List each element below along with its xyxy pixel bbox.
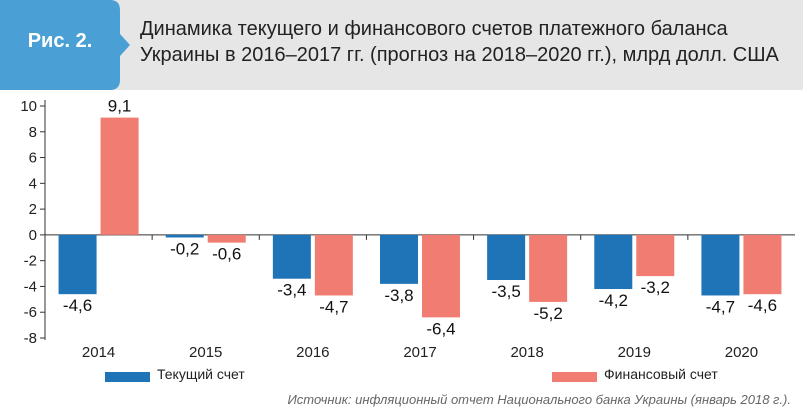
x-tick-label: 2019 <box>618 344 651 360</box>
legend-label-financial: Финансовый счет <box>604 366 718 382</box>
legend-label-current: Текущий счет <box>157 366 245 382</box>
x-tick-label: 2017 <box>403 344 436 360</box>
bar-financial <box>314 234 353 296</box>
bar-financial <box>207 234 246 243</box>
data-label: -3,2 <box>641 278 670 297</box>
bar-financial <box>529 234 568 302</box>
badge-shape <box>0 0 130 90</box>
data-label: -0,2 <box>170 239 199 258</box>
source-note: Источник: инфляционный отчет Национально… <box>287 392 792 407</box>
chart-area: -8 -6 -4 -2 0 2 4 6 8 10 2014 -4,6 9,1 2015 -0,2 -0,6 20… <box>0 90 803 413</box>
y-tick-label: 6 <box>29 150 37 167</box>
figure-label: Рис. 2. <box>27 30 93 52</box>
x-tick-label: 2018 <box>510 344 543 360</box>
data-label: -3,4 <box>277 281 306 300</box>
data-label: -4,7 <box>706 297 735 316</box>
data-label: -3,8 <box>384 286 413 305</box>
y-tick-label: -8 <box>24 330 37 347</box>
legend-swatch-financial <box>552 372 597 382</box>
bar-current <box>701 234 740 296</box>
x-tick-label: 2016 <box>296 344 329 360</box>
y-tick-label: 2 <box>29 201 37 218</box>
data-label: 9,1 <box>108 97 132 116</box>
bar-financial <box>636 234 675 277</box>
y-tick-label: 8 <box>29 124 37 141</box>
y-tick-label: 4 <box>29 175 37 192</box>
y-tick-label: -6 <box>24 304 37 321</box>
y-tick-label: -4 <box>24 278 37 295</box>
header-band <box>0 0 803 90</box>
chart-title-line2: Украины в 2016–2017 гг. (прогноз на 2018… <box>140 44 779 66</box>
y-tick-label: 10 <box>20 98 37 115</box>
bar-current <box>272 234 311 279</box>
chart-title: Динамика текущего и финансового счетов п… <box>140 16 790 68</box>
data-label: -4,7 <box>319 297 348 316</box>
data-label: -3,5 <box>491 282 520 301</box>
x-tick-label: 2015 <box>189 344 222 360</box>
y-tick-label: -2 <box>24 253 37 270</box>
data-label: -4,2 <box>599 291 628 310</box>
data-label: -6,4 <box>426 319 455 338</box>
bar-financial <box>100 117 139 235</box>
chart-title-line1: Динамика текущего и финансового счетов п… <box>140 18 728 40</box>
data-label: -4,6 <box>63 296 92 315</box>
bar-current <box>58 234 97 295</box>
bar-current <box>380 234 418 284</box>
data-label: -0,6 <box>212 245 241 264</box>
x-tick-label: 2014 <box>82 344 115 360</box>
bar-chart: -8 -6 -4 -2 0 2 4 6 8 10 2014 -4,6 9,1 2015 -0,2 -0,6 20… <box>20 97 795 361</box>
data-label: -5,2 <box>533 304 562 323</box>
figure-badge: Рис. 2. <box>0 0 130 90</box>
x-tick-label: 2020 <box>725 344 758 360</box>
y-tick-label: 0 <box>29 227 37 244</box>
bar-current <box>165 234 204 238</box>
bar-financial <box>743 234 782 295</box>
legend-swatch-current <box>105 372 150 382</box>
bar-current <box>487 234 526 280</box>
bar-current <box>594 234 633 290</box>
data-label: -4,6 <box>748 296 777 315</box>
bar-financial <box>422 234 460 318</box>
